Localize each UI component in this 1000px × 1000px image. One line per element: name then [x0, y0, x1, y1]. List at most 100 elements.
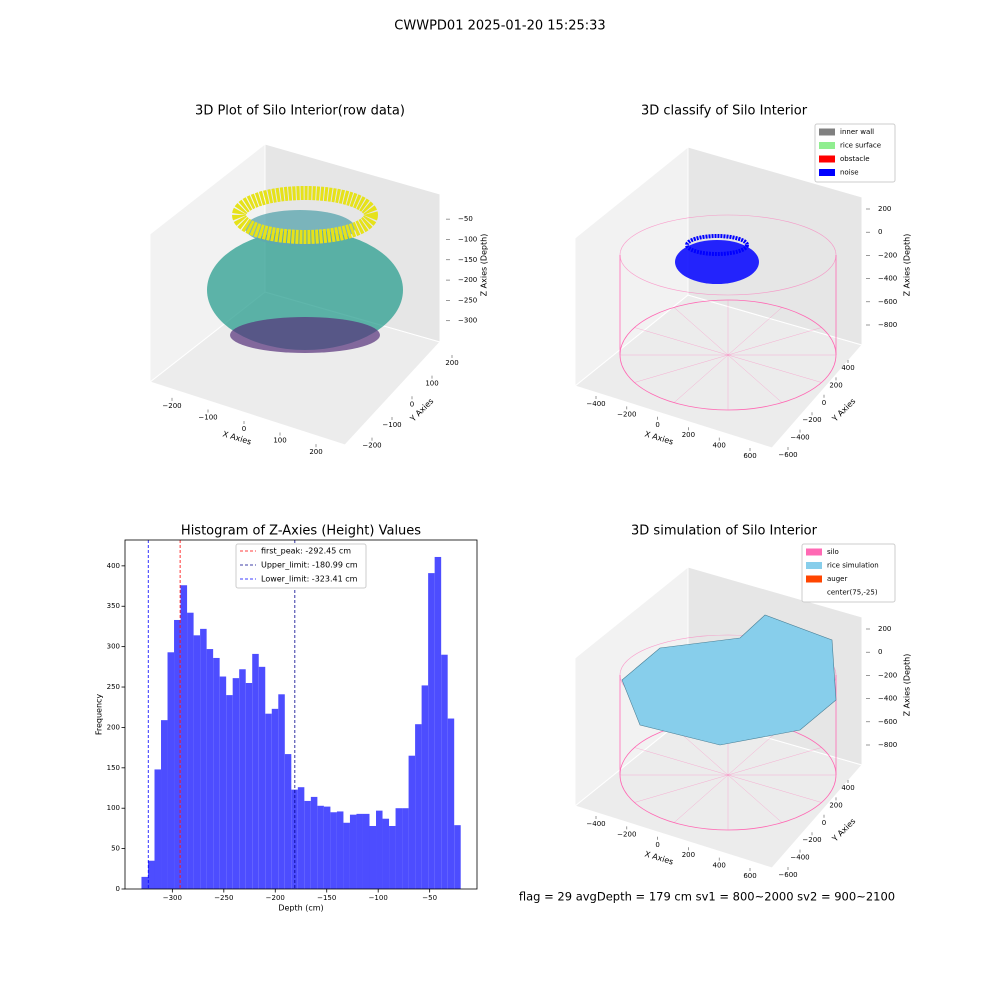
tick-label: −200	[878, 251, 897, 259]
legend-label: first_peak: -292.45 cm	[261, 547, 351, 556]
bar	[284, 754, 292, 889]
legend-label: obstacle	[840, 155, 870, 163]
tick-label: −400	[790, 854, 809, 862]
tick-label: 200	[878, 625, 891, 633]
tick-label: 200	[878, 205, 891, 213]
tick-label: −200	[878, 671, 897, 679]
bar	[441, 654, 448, 889]
x-tick-label: −50	[422, 894, 437, 902]
tick-label: 600	[743, 872, 756, 880]
tick-label: 0	[655, 421, 659, 429]
legend-swatch	[806, 589, 822, 596]
legend-swatch	[806, 548, 822, 556]
silo-spoke	[727, 307, 783, 356]
axis-label: Z Axies (Depth)	[480, 234, 489, 297]
y-tick-label: 150	[107, 764, 120, 772]
axis-label: Z Axies (Depth)	[903, 654, 912, 717]
bar	[180, 585, 188, 889]
tick-label: −400	[790, 434, 809, 442]
axis-label: X Axies	[644, 849, 675, 866]
legend-label: inner wall	[840, 128, 874, 136]
bar	[415, 724, 422, 889]
tick-label: −300	[458, 317, 477, 325]
bar	[408, 755, 416, 889]
tick-label: −200	[802, 836, 821, 844]
bar	[167, 652, 175, 889]
legend-box	[814, 123, 896, 183]
bar	[310, 796, 318, 889]
legend-swatch	[819, 128, 835, 136]
bar	[291, 789, 298, 889]
y-tick-label: 250	[107, 683, 120, 691]
bar	[141, 876, 148, 889]
tick-label: 200	[682, 851, 695, 859]
bar	[154, 769, 162, 889]
legend-swatch	[819, 169, 835, 176]
y-tick-label: 0	[116, 885, 120, 893]
silo-spoke	[727, 774, 822, 803]
tick-label: −400	[586, 400, 605, 408]
bar	[258, 666, 266, 889]
bar	[187, 612, 194, 889]
bar	[343, 822, 350, 889]
bar	[389, 825, 396, 889]
silo-spoke	[727, 747, 822, 776]
x-axis-label: Depth (cm)	[278, 904, 323, 913]
bar	[349, 814, 357, 889]
bar	[428, 573, 435, 889]
bar	[362, 813, 370, 889]
cloud-bottom	[230, 317, 380, 353]
bar	[454, 825, 461, 889]
x-tick-label: −200	[266, 894, 285, 902]
tick-label: 0	[655, 841, 659, 849]
tick-label: −400	[878, 695, 897, 703]
silo-spoke	[634, 747, 729, 776]
tick-label: 0	[822, 819, 826, 827]
tick-label: −100	[382, 421, 401, 429]
silo-spoke	[727, 774, 783, 823]
tick-label: −600	[778, 451, 797, 459]
cloud-ring	[232, 186, 378, 244]
axes-frame	[124, 539, 478, 890]
axis-label: X Axies	[222, 429, 253, 446]
tick-label: −600	[878, 298, 897, 306]
y-tick-label: 100	[107, 804, 120, 812]
axis-label: Z Axies (Depth)	[903, 234, 912, 297]
silo-spoke	[634, 327, 729, 356]
tick-label: −200	[617, 410, 636, 418]
legend-box	[235, 543, 367, 589]
tick-label: −800	[878, 321, 897, 329]
tick-label: 200	[445, 359, 458, 367]
bar	[304, 800, 311, 889]
silo-spoke	[727, 327, 822, 356]
x-tick-label: −250	[214, 894, 233, 902]
tick-label: −600	[778, 871, 797, 879]
noise-ring	[685, 234, 749, 256]
legend-label: Lower_limit: -323.41 cm	[261, 575, 358, 584]
tick-label: 0	[878, 648, 882, 656]
tick-label: −200	[617, 830, 636, 838]
bar	[193, 635, 201, 889]
tick-label: 100	[273, 437, 286, 445]
legend-label: rice surface	[840, 142, 881, 150]
legend-label: silo	[827, 548, 839, 556]
bar	[421, 685, 429, 889]
bar	[239, 669, 246, 889]
bar	[278, 694, 285, 889]
y-tick-label: 300	[107, 643, 120, 651]
bar	[161, 720, 168, 889]
bar	[382, 818, 390, 889]
tick-label: −200	[802, 416, 821, 424]
bar	[395, 808, 403, 889]
bar	[434, 556, 442, 889]
tick-label: −200	[458, 276, 477, 284]
tick-label: −400	[586, 820, 605, 828]
legend-swatch	[806, 575, 822, 583]
legend-label: auger	[827, 575, 847, 583]
bar	[265, 713, 272, 889]
x-tick-label: −300	[163, 894, 182, 902]
subplot-title: 3D classify of Silo Interior	[641, 104, 808, 119]
silo-spoke	[634, 354, 729, 383]
bar	[323, 806, 331, 889]
